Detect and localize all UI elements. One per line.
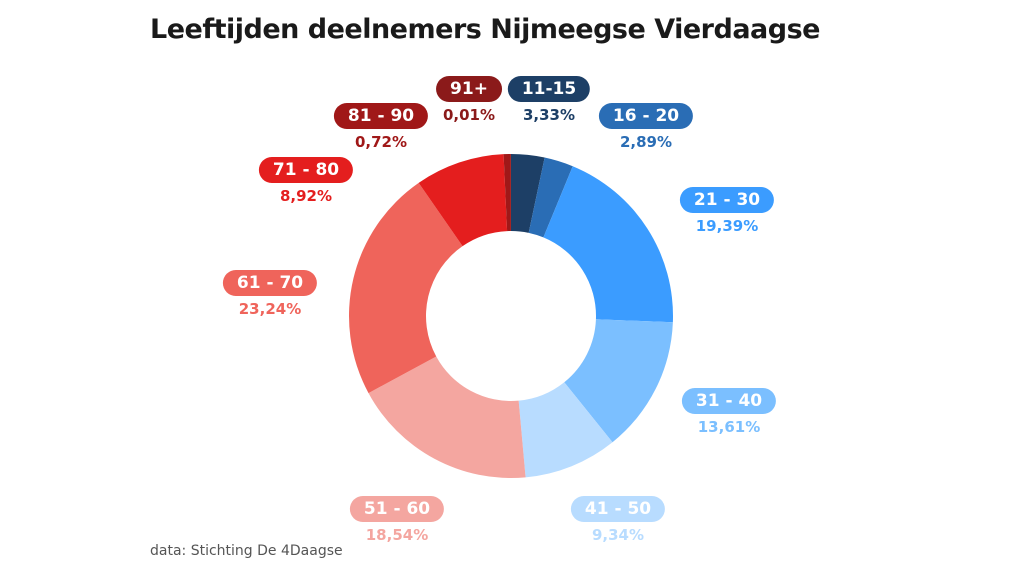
slice-label: 16 - 20 2,89% <box>598 103 694 151</box>
donut-slice-31-40 <box>564 319 673 443</box>
donut-slice-61-70 <box>349 182 463 394</box>
donut-slice-51-60 <box>368 356 526 478</box>
donut-slice-11-15 <box>511 154 545 233</box>
percentage-label: 9,34% <box>591 526 645 544</box>
percentage-label: 2,89% <box>619 133 673 151</box>
percentage-label: 18,54% <box>365 526 429 544</box>
slice-label: 91+ 0,01% <box>436 76 502 124</box>
slice-label: 31 - 40 13,61% <box>681 388 777 436</box>
slice-label: 51 - 60 18,54% <box>349 496 445 544</box>
age-group-pill: 11-15 <box>507 76 591 102</box>
age-group-pill: 51 - 60 <box>349 496 445 522</box>
percentage-label: 19,39% <box>695 217 759 235</box>
donut-slice-81-90 <box>503 154 511 232</box>
slice-label: 61 - 70 23,24% <box>222 270 318 318</box>
age-group-pill: 81 - 90 <box>333 103 429 129</box>
source-note: data: Stichting De 4Daagse <box>150 543 343 559</box>
chart-title: Leeftijden deelnemers Nijmeegse Vierdaag… <box>150 14 820 45</box>
slice-label: 81 - 90 0,72% <box>333 103 429 151</box>
donut-slice-71-80 <box>418 154 508 247</box>
age-group-pill: 41 - 50 <box>570 496 666 522</box>
percentage-label: 8,92% <box>279 187 333 205</box>
slice-label: 11-15 3,33% <box>507 76 591 124</box>
age-group-pill: 91+ <box>436 76 502 102</box>
age-group-pill: 16 - 20 <box>598 103 694 129</box>
percentage-label: 0,01% <box>442 106 496 124</box>
age-group-pill: 31 - 40 <box>681 388 777 414</box>
slice-label: 21 - 30 19,39% <box>679 187 775 235</box>
donut-slice-16-20 <box>528 157 573 238</box>
slice-label: 71 - 80 8,92% <box>258 157 354 205</box>
percentage-label: 3,33% <box>522 106 576 124</box>
slice-label: 41 - 50 9,34% <box>570 496 666 544</box>
donut-slice-41-50 <box>518 382 613 478</box>
percentage-label: 0,72% <box>354 133 408 151</box>
percentage-label: 13,61% <box>697 418 761 436</box>
age-group-pill: 61 - 70 <box>222 270 318 296</box>
age-group-pill: 71 - 80 <box>258 157 354 183</box>
age-group-pill: 21 - 30 <box>679 187 775 213</box>
donut-slice-21-30 <box>543 166 673 323</box>
percentage-label: 23,24% <box>238 300 302 318</box>
